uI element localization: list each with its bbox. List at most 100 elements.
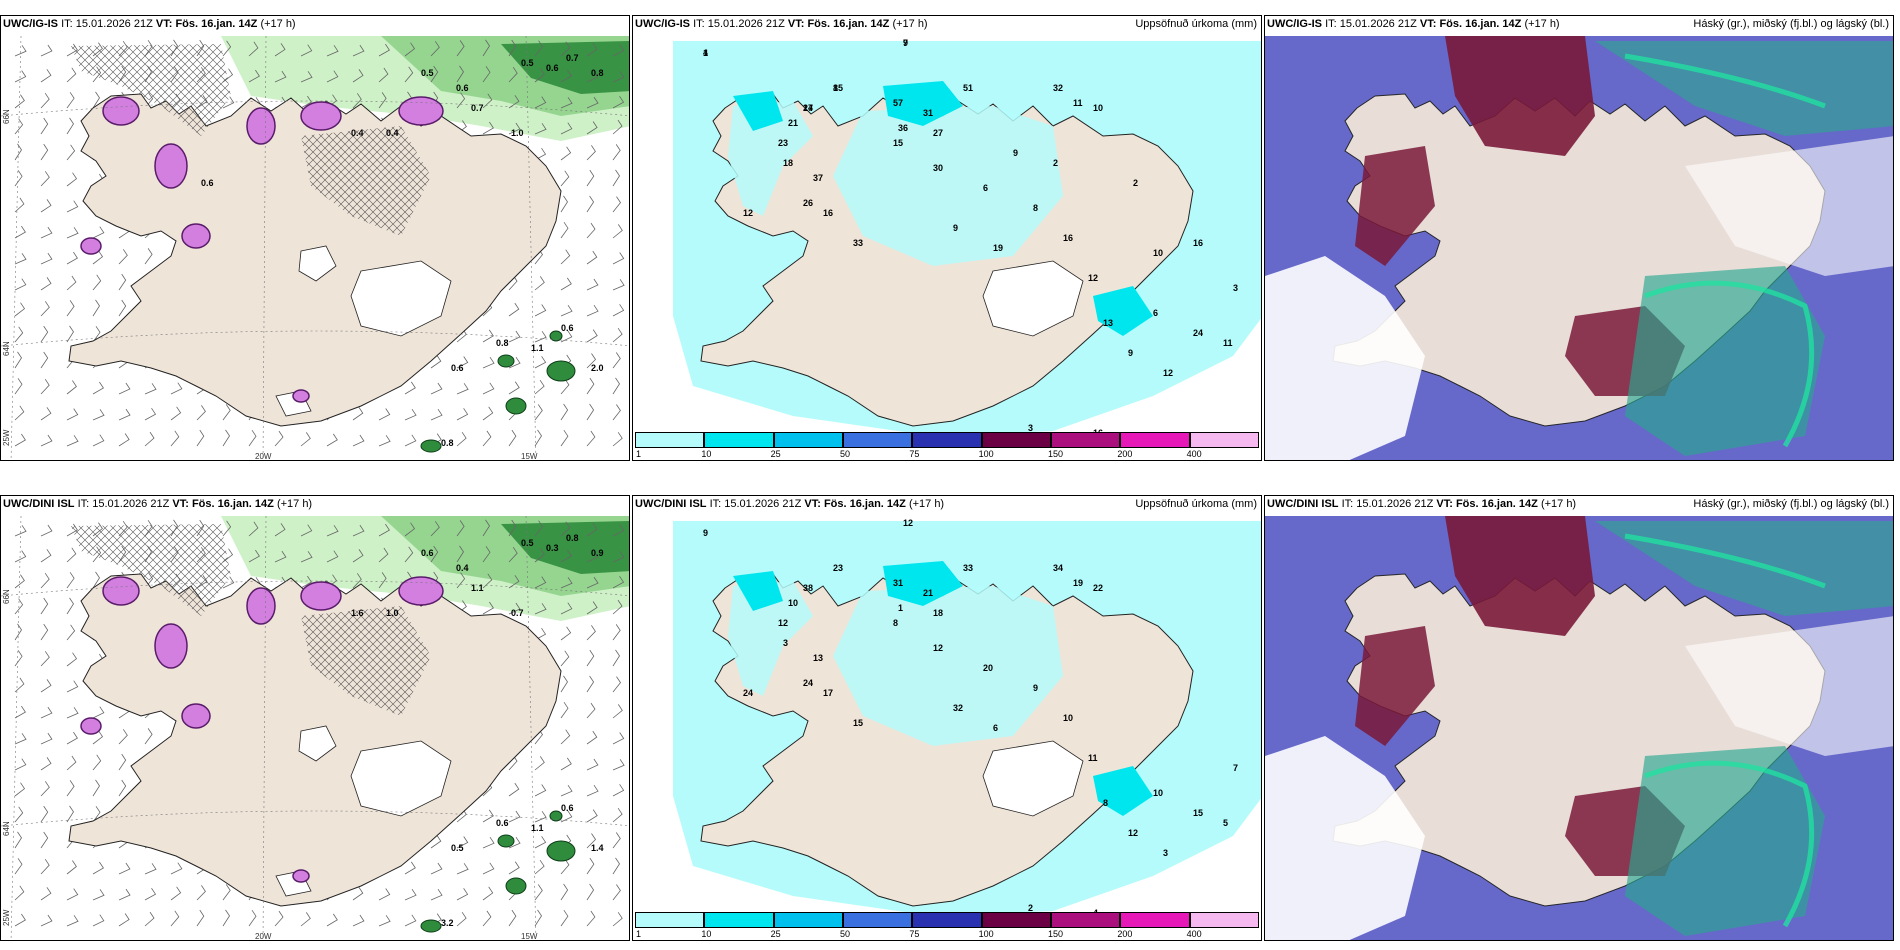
precip-value-label: 9 bbox=[1033, 683, 1038, 693]
snow-value-label: 0.5 bbox=[421, 68, 434, 78]
wind-barb bbox=[352, 406, 364, 421]
wind-barb bbox=[482, 886, 494, 901]
wind-barb bbox=[404, 381, 416, 395]
wind-barb bbox=[612, 279, 625, 291]
wind-barb bbox=[222, 429, 230, 447]
colorbar-tick-label: 200 bbox=[1117, 449, 1133, 459]
wind-barb bbox=[586, 222, 596, 239]
wind-barb bbox=[92, 381, 104, 395]
wind-barb bbox=[14, 70, 27, 83]
wind-barb bbox=[170, 862, 183, 875]
precip-value-label: 12 bbox=[743, 208, 753, 218]
precip-area-heavy-2 bbox=[733, 571, 783, 611]
wind-barb bbox=[612, 912, 623, 927]
panel-wind-snow-dini: UWC/DINI ISL IT: 15.01.2026 21Z VT: Fös.… bbox=[0, 495, 630, 941]
wind-barb bbox=[534, 304, 547, 317]
wind-barb bbox=[456, 356, 469, 369]
wind-barb bbox=[92, 730, 104, 745]
colorbar-swatch bbox=[1189, 912, 1259, 928]
wind-barb bbox=[66, 325, 74, 343]
wind-barb bbox=[586, 145, 596, 161]
wind-barb bbox=[40, 887, 52, 901]
cloud-clear-area-west bbox=[1265, 256, 1425, 460]
wind-barb bbox=[482, 601, 494, 615]
wind-barb bbox=[14, 326, 24, 343]
wind-barb bbox=[560, 784, 573, 797]
snow-value-label: 0.5 bbox=[451, 843, 464, 853]
wind-barb bbox=[118, 249, 128, 265]
wind-barb bbox=[404, 888, 417, 901]
precip-value-label: 36 bbox=[898, 123, 908, 133]
wind-barb bbox=[14, 302, 26, 317]
wind-barb bbox=[92, 889, 105, 901]
wind-barb bbox=[430, 41, 440, 57]
wind-barb bbox=[14, 806, 24, 823]
precip-value-label: 6 bbox=[1153, 308, 1158, 318]
colorbar-swatch bbox=[843, 912, 913, 928]
wind-barb bbox=[560, 403, 569, 421]
wind-barb bbox=[612, 169, 620, 187]
snow-mix-blob bbox=[102, 96, 140, 126]
wind-barb bbox=[40, 44, 53, 57]
wind-barb bbox=[612, 732, 625, 745]
wind-barb bbox=[92, 226, 105, 239]
wind-barb bbox=[118, 913, 130, 927]
wind-barb bbox=[586, 758, 599, 771]
snow-mix-blob bbox=[80, 237, 102, 255]
precip-value-label: 19 bbox=[1073, 578, 1083, 588]
wind-barb bbox=[300, 524, 313, 537]
wind-barb bbox=[274, 910, 284, 927]
wind-barb bbox=[300, 44, 313, 57]
wind-barb bbox=[14, 574, 25, 589]
wind-barb bbox=[66, 380, 77, 395]
wind-barb bbox=[144, 383, 157, 395]
snow-mix-blob bbox=[292, 869, 310, 883]
hatch-area-interior bbox=[301, 606, 431, 716]
axis-label: 15W bbox=[521, 452, 538, 461]
wind-barb bbox=[300, 432, 311, 447]
panel-wind-snow-igis: UWC/IG-IS IT: 15.01.2026 21Z VT: Fös. 16… bbox=[0, 15, 630, 461]
axis-label: 15W bbox=[521, 932, 538, 941]
panel-title: UWC/IG-IS IT: 15.01.2026 21Z VT: Fös. 16… bbox=[635, 18, 928, 30]
wind-barb bbox=[274, 550, 287, 563]
wind-barb bbox=[118, 753, 127, 771]
wind-barb bbox=[326, 525, 339, 537]
precip-value-label: 12 bbox=[778, 618, 788, 628]
wind-barb bbox=[586, 523, 598, 537]
precip-value-label: 16 bbox=[1193, 238, 1203, 248]
snow-blob-south bbox=[497, 354, 515, 368]
wind-barb bbox=[14, 733, 27, 745]
wind-barb bbox=[508, 39, 517, 57]
wind-barb bbox=[352, 886, 364, 901]
wind-barb bbox=[66, 860, 77, 875]
cloud-high-area-west bbox=[1355, 146, 1435, 266]
precip-value-label: 8 bbox=[1033, 203, 1038, 213]
wind-barb bbox=[560, 97, 573, 109]
precip-value-label: 22 bbox=[1093, 583, 1103, 593]
precip-value-label: 12 bbox=[903, 518, 913, 528]
wind-barb bbox=[300, 912, 311, 927]
wind-barb bbox=[300, 551, 313, 563]
snow-value-label: 1.0 bbox=[511, 128, 524, 138]
wind-barb bbox=[144, 863, 157, 875]
wind-barb bbox=[66, 888, 79, 901]
glacier-hofsjokull bbox=[298, 725, 337, 762]
wind-barb bbox=[40, 252, 53, 265]
colorbar-swatch bbox=[773, 432, 843, 448]
precip-title: Uppsöfnuð úrkoma (mm) bbox=[1135, 498, 1257, 510]
wind-barb bbox=[508, 302, 520, 317]
precip-value-label: 5 bbox=[1223, 818, 1228, 828]
gridline-lat-66 bbox=[1, 100, 629, 117]
wind-barb bbox=[92, 91, 100, 109]
precip-title: Uppsöfnuð úrkoma (mm) bbox=[1135, 18, 1257, 30]
wind-barb bbox=[482, 39, 490, 57]
precip-area-heavy-2 bbox=[733, 91, 783, 131]
snow-blob-south bbox=[505, 397, 527, 415]
wind-barb bbox=[508, 810, 521, 823]
snow-value-label: 0.6 bbox=[456, 83, 469, 93]
wind-barb bbox=[560, 757, 572, 771]
wind-barb bbox=[560, 304, 573, 317]
wind-barb bbox=[482, 910, 492, 927]
cloud-mid-edge-north bbox=[1624, 53, 1826, 109]
precip-area-heavy-1 bbox=[883, 561, 963, 606]
